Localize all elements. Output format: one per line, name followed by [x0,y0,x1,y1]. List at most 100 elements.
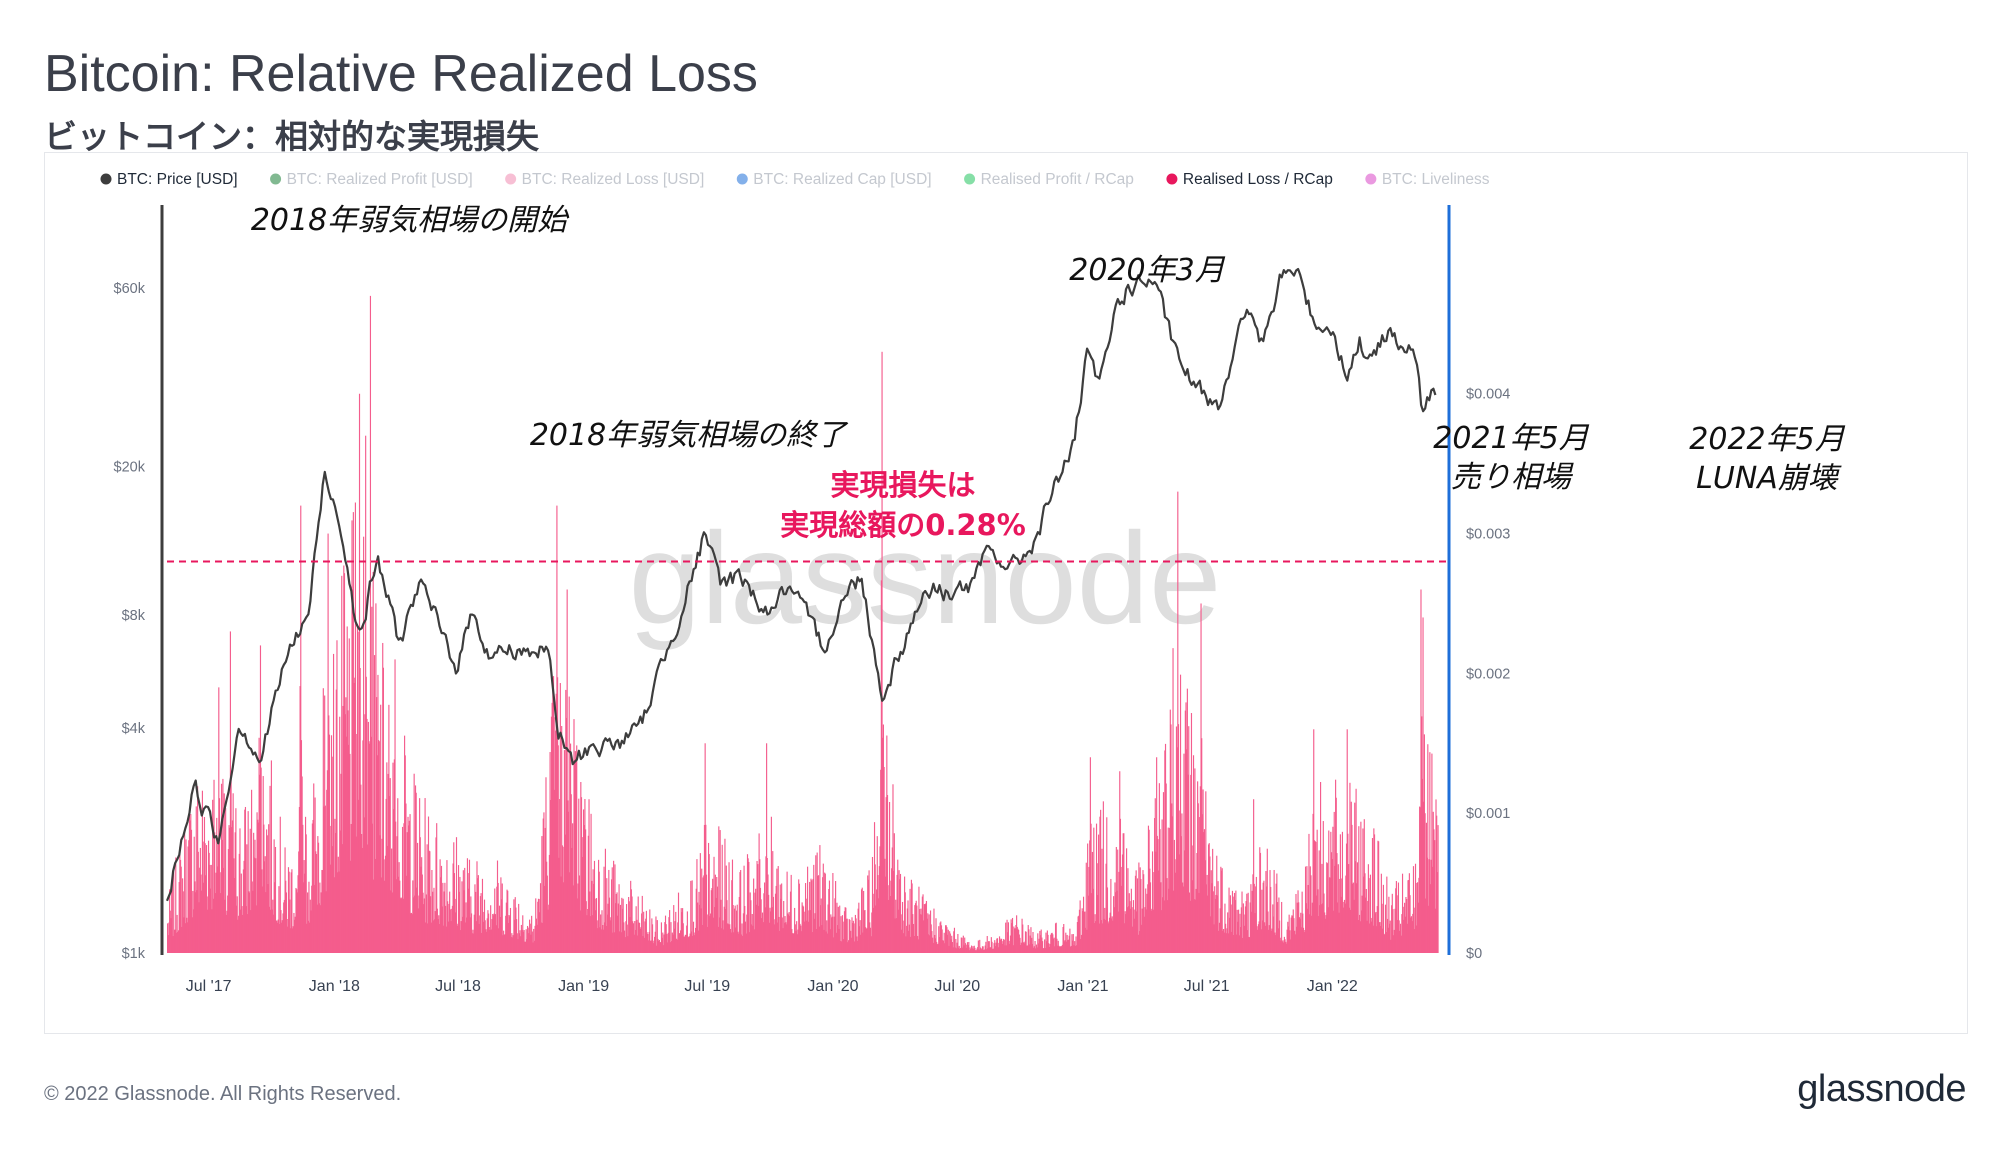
loss-bar-1563 [1234,900,1236,953]
loss-bar-158 [274,846,277,953]
loss-bar-1498 [1190,774,1192,953]
loss-bar-1547 [1223,932,1225,953]
loss-bar-263 [346,626,348,953]
loss-bar-138 [261,869,263,953]
loss-bar-1520 [1205,791,1207,953]
loss-bar-1108 [923,904,925,953]
glassnode-logo[interactable]: glassnode [1797,1068,1966,1110]
loss-bar-171 [283,899,285,953]
loss-bar-1344 [1085,927,1087,953]
loss-bar-602 [578,798,580,953]
loss-bar-1559 [1231,890,1234,953]
loss-bar-1303 [1057,945,1059,953]
loss-bar-59 [207,909,209,953]
loss-bar-218 [315,853,318,953]
loss-bar-881 [768,922,770,953]
loss-bar-703 [647,934,649,953]
loss-bar-838 [739,872,741,953]
loss-bar-1779 [1382,928,1384,953]
loss-bar-170 [283,902,285,953]
loss-bar-1318 [1067,940,1069,953]
loss-bar-411 [447,921,449,953]
loss-bar-598 [575,757,577,953]
legend-label-1: BTC: Realized Profit [USD] [287,171,473,188]
loss-bar-1039 [876,836,878,953]
loss-bar-1727 [1346,729,1348,953]
loss-bar-525 [525,929,527,953]
loss-bar-1399 [1122,833,1124,953]
loss-bar-725 [662,932,664,953]
loss-bar-1716 [1339,878,1341,953]
loss-bar-230 [324,695,326,953]
loss-bar-497 [506,889,508,953]
loss-bar-1374 [1105,863,1107,953]
loss-bar-1691 [1322,903,1324,953]
loss-bar-693 [640,927,642,953]
loss-bar-1222 [1001,943,1003,953]
loss-bar-1598 [1258,921,1260,953]
loss-bar-600 [576,898,578,953]
loss-bar-315 [382,642,384,953]
loss-bar-101 [235,905,238,953]
loss-bar-1600 [1259,852,1262,953]
loss-bar-1583 [1248,936,1250,953]
loss-bar-1431 [1144,907,1146,953]
loss-bar-448 [473,933,475,953]
loss-bar-347 [404,735,406,953]
loss-bar-1131 [939,922,941,953]
loss-bar-1379 [1108,917,1111,953]
loss-bar-948 [814,913,816,953]
loss-bar-1811 [1404,902,1406,953]
loss-bar-134 [258,737,260,953]
loss-bar-1434 [1146,893,1148,953]
loss-bar-1511 [1199,817,1201,953]
loss-bar-1652 [1295,893,1297,953]
loss-bar-130 [255,905,257,953]
loss-bar-335 [395,879,397,953]
loss-bar-269 [350,823,352,953]
loss-bar-120 [248,892,251,953]
loss-bar-1507 [1196,853,1198,953]
loss-bar-1126 [936,941,938,953]
loss-bar-337 [397,798,399,953]
loss-bar-1835 [1420,589,1422,953]
loss-bar-443 [469,917,471,953]
loss-bar-592 [571,847,573,953]
loss-bar-1187 [977,940,979,953]
loss-bar-462 [482,911,484,953]
loss-bar-211 [311,885,313,953]
loss-bar-342 [400,897,402,953]
loss-bar-1011 [857,908,859,953]
loss-bar-1846 [1427,905,1430,953]
loss-bar-684 [634,921,636,953]
loss-bar-1766 [1373,828,1375,953]
loss-bar-554 [545,777,547,953]
loss-bar-1197 [984,945,986,953]
loss-bar-96 [232,793,234,953]
loss-bar-1100 [918,886,920,953]
loss-bar-1539 [1218,930,1220,953]
loss-bar-389 [432,920,434,953]
loss-bar-1394 [1119,771,1121,953]
loss-bar-1466 [1168,888,1170,953]
loss-bar-1444 [1153,872,1155,953]
loss-bar-767 [690,931,693,953]
loss-bar-1071 [898,870,900,953]
loss-bar-850 [747,858,749,953]
loss-bar-1002 [851,917,853,953]
loss-bar-936 [806,920,808,953]
loss-bar-1087 [909,888,911,953]
loss-bar-1240 [1013,928,1016,953]
loss-bar-694 [641,913,643,953]
loss-bar-896 [779,930,781,953]
loss-bar-1449 [1156,835,1158,953]
loss-bar-833 [735,910,738,953]
loss-bar-1426 [1141,924,1143,953]
loss-bar-267 [349,753,351,953]
left-axis-tick-2: $8k [122,608,146,624]
loss-bar-1510 [1198,892,1200,953]
loss-bar-301 [372,571,374,953]
loss-bar-1560 [1232,935,1234,953]
loss-bar-775 [696,859,698,953]
loss-bar-320 [385,798,387,953]
